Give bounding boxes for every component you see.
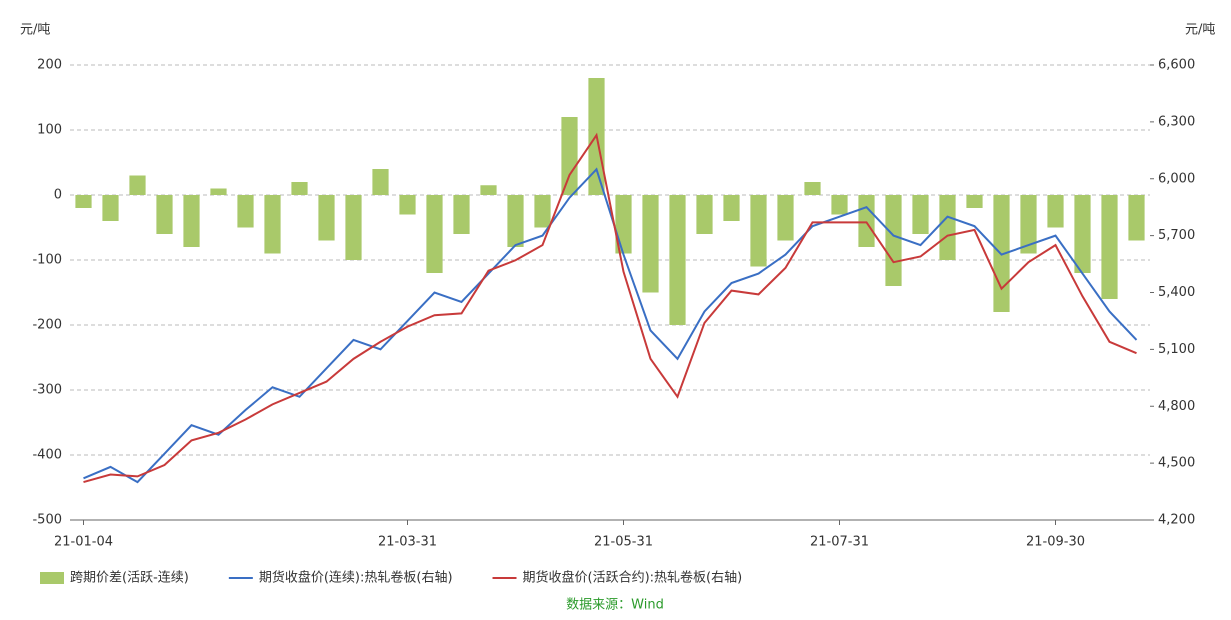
bar — [831, 195, 848, 215]
bar — [1101, 195, 1118, 299]
x-tick-label: 21-01-04 — [54, 535, 113, 550]
bar — [939, 195, 956, 260]
bar — [345, 195, 362, 260]
bar — [291, 182, 308, 195]
y2-tick-label: 4,800 — [1158, 399, 1195, 414]
x-tick-label: 21-07-31 — [810, 535, 869, 550]
y2-tick-label: 6,000 — [1158, 171, 1195, 186]
y-tick-label: -100 — [32, 253, 62, 268]
legend-label: 期货收盘价(活跃合约):热轧卷板(右轴) — [523, 570, 743, 586]
y-tick-label: -400 — [32, 448, 62, 463]
y-tick-label: 0 — [54, 188, 62, 203]
y2-tick-label: 5,400 — [1158, 285, 1195, 300]
x-tick-label: 21-05-31 — [594, 535, 653, 550]
bar — [669, 195, 686, 325]
y-tick-label: 100 — [37, 123, 62, 138]
bar — [1047, 195, 1064, 228]
source-note: 数据来源：Wind — [566, 598, 664, 613]
bar — [399, 195, 416, 215]
bar — [1074, 195, 1091, 273]
bar — [912, 195, 929, 234]
line — [83, 167, 1138, 484]
y-tick-label: -200 — [32, 318, 62, 333]
y2-tick-label: 4,500 — [1158, 456, 1195, 471]
bar — [534, 195, 551, 228]
bar — [102, 195, 119, 221]
bar — [642, 195, 659, 293]
bar — [750, 195, 767, 267]
y-axis-unit: 元/吨 — [20, 23, 50, 38]
bar — [210, 188, 227, 195]
bar — [561, 117, 578, 195]
bar — [426, 195, 443, 273]
bar — [183, 195, 200, 247]
bar — [237, 195, 254, 228]
bar — [156, 195, 173, 234]
y2-tick-label: 5,100 — [1158, 342, 1195, 357]
bar — [372, 169, 389, 195]
bar — [507, 195, 524, 247]
legend-swatch — [40, 572, 64, 584]
y-tick-label: -500 — [32, 513, 62, 528]
line — [83, 132, 1137, 484]
bar — [858, 195, 875, 247]
bar — [777, 195, 794, 241]
bar — [885, 195, 902, 286]
bar — [804, 182, 821, 195]
y2-tick-label: 6,300 — [1158, 114, 1195, 129]
legend-label: 期货收盘价(连续):热轧卷板(右轴) — [259, 570, 453, 586]
bar — [723, 195, 740, 221]
legend-label: 跨期价差(活跃-连续) — [70, 570, 189, 586]
y-tick-label: 200 — [37, 58, 62, 73]
y2-tick-label: 6,600 — [1158, 58, 1195, 73]
bar — [75, 195, 92, 208]
bar — [318, 195, 335, 241]
y-tick-label: -300 — [32, 383, 62, 398]
bar — [1128, 195, 1145, 241]
y2-axis-unit: 元/吨 — [1185, 23, 1215, 38]
y2-tick-label: 4,200 — [1158, 513, 1195, 528]
bar — [453, 195, 470, 234]
bar — [966, 195, 983, 208]
x-tick-label: 21-09-30 — [1026, 535, 1085, 550]
x-tick-label: 21-03-31 — [378, 535, 437, 550]
y2-tick-label: 5,700 — [1158, 228, 1195, 243]
bar — [264, 195, 281, 254]
bar — [480, 185, 497, 195]
bar — [696, 195, 713, 234]
bar — [1020, 195, 1037, 254]
bar — [129, 175, 146, 195]
